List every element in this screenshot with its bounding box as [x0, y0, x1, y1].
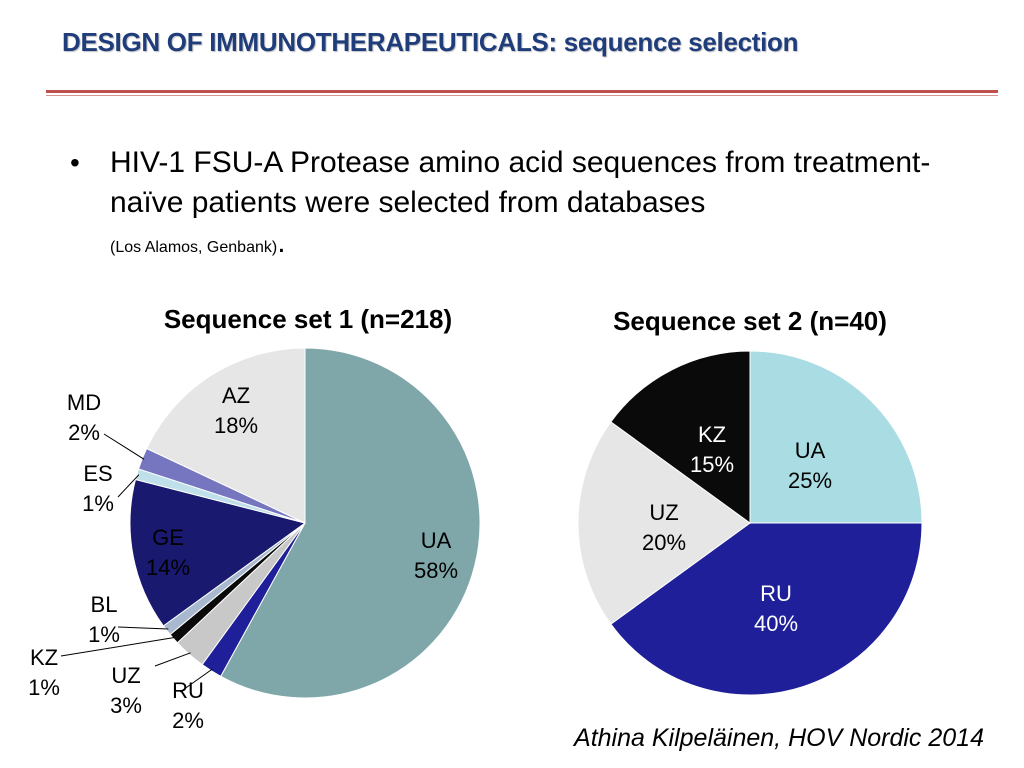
leader-line-kz: [60, 636, 176, 657]
slice-value-uz: 3%: [110, 693, 142, 718]
slice-label-md: MD: [67, 390, 101, 415]
bullet-period: .: [277, 226, 286, 259]
leader-line-uz: [154, 652, 191, 667]
slice-label-ru: RU: [760, 581, 792, 606]
slice-label-az: AZ: [222, 383, 250, 408]
slice-label-uz: UZ: [649, 500, 678, 525]
slice-value-ge: 14%: [146, 555, 190, 580]
pie-chart-1: Sequence set 1 (n=218) UA 58% RU 2% UZ 3% KZ 1% B…: [28, 304, 481, 733]
pie-chart-2: Sequence set 2 (n=40) UA 25% RU 40% UZ 20% KZ 15…: [577, 306, 923, 696]
slice-value-ua: 58%: [414, 558, 458, 583]
slide-title: DESIGN OF IMMUNOTHERAPEUTICALS: sequence…: [62, 27, 799, 57]
citation: Athina Kilpeläinen, HOV Nordic 2014: [574, 724, 984, 752]
pie-slice-ua: [220, 347, 481, 699]
pie-slice-kz: [610, 350, 751, 524]
slice-label-ua: UA: [795, 438, 826, 463]
slice-value-az: 18%: [214, 413, 258, 438]
slice-label-kz: KZ: [30, 645, 58, 670]
pie-slice-az: [145, 347, 306, 524]
bullet-main-text: HIV-1 FSU-A Protease amino acid sequence…: [110, 146, 931, 219]
slice-label-bl: BL: [91, 592, 118, 617]
slice-value-ua: 25%: [788, 468, 832, 493]
slice-label-es: ES: [83, 461, 112, 486]
slice-value-kz: 1%: [28, 675, 60, 700]
slice-value-kz: 15%: [690, 452, 734, 477]
chart-2-title: Sequence set 2 (n=40): [613, 306, 887, 336]
bullet-dot-icon: •: [70, 147, 80, 178]
slice-label-ru: RU: [172, 678, 204, 703]
pie-slice-ru: [610, 522, 923, 696]
slice-value-es: 1%: [82, 491, 114, 516]
slice-value-ru: 40%: [754, 611, 798, 636]
slice-value-md: 2%: [68, 420, 100, 445]
pie-slice-ge: [129, 478, 307, 627]
pie-slice-uz: [577, 421, 751, 625]
slice-value-bl: 1%: [88, 622, 120, 647]
slice-value-ru: 2%: [172, 708, 204, 733]
title-divider-thin: [46, 95, 998, 96]
slice-label-kz: KZ: [698, 422, 726, 447]
chart-1-title: Sequence set 1 (n=218): [164, 304, 452, 334]
leader-line-ru: [179, 668, 213, 693]
slice-value-uz: 20%: [642, 530, 686, 555]
bullet-source-note: (Los Alamos, Genbank): [110, 239, 278, 256]
leader-line-md: [103, 433, 145, 460]
slice-label-ge: GE: [152, 525, 184, 550]
pie-slice-ua: [749, 350, 923, 524]
slice-label-ua: UA: [421, 528, 452, 553]
title-divider: [46, 90, 998, 93]
leader-line-es: [117, 474, 140, 498]
leader-line-bl: [117, 626, 169, 630]
bullet-text: HIV-1 FSU-A Protease amino acid sequence…: [110, 143, 970, 268]
slice-label-uz: UZ: [111, 663, 140, 688]
